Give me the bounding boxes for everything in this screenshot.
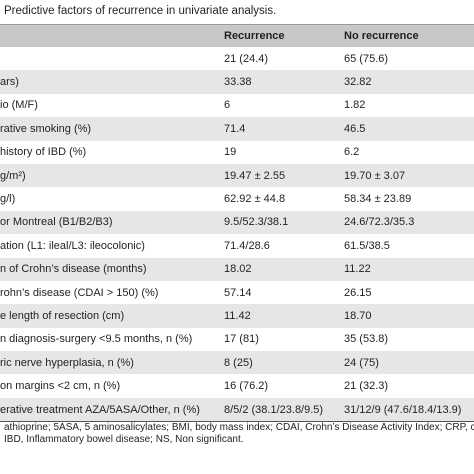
cell-no-recurrence: 26.15 bbox=[344, 286, 372, 299]
cell-no-recurrence: 24.6/72.3/35.3 bbox=[344, 216, 415, 229]
cell-recurrence: 33.38 bbox=[224, 76, 252, 89]
cell-factor: erative treatment AZA/5ASA/Other, n (%) bbox=[0, 403, 200, 416]
cell-no-recurrence: 65 (75.6) bbox=[344, 52, 389, 65]
cell-no-recurrence: 19.70 ± 3.07 bbox=[344, 169, 406, 182]
table-row: ric nerve hyperplasia, n (%) 8 (25) 24 (75… bbox=[0, 351, 474, 375]
results-table: Recurrence No recurrence 21 (24.4) 65 (75… bbox=[0, 24, 474, 446]
cell-recurrence: 8 (25) bbox=[224, 356, 253, 369]
cell-no-recurrence: 31/12/9 (47.6/18.4/13.9) bbox=[344, 403, 462, 416]
cell-factor: rohn’s disease (CDAI > 150) (%) bbox=[0, 286, 159, 299]
table-header-row: Recurrence No recurrence bbox=[0, 24, 474, 47]
cell-no-recurrence: 6.2 bbox=[344, 146, 360, 159]
cell-no-recurrence: 35 (53.8) bbox=[344, 333, 389, 346]
cell-recurrence: 57.14 bbox=[224, 286, 252, 299]
table-row: history of IBD (%) 19 6.2 bbox=[0, 140, 474, 164]
cell-no-recurrence: 46.5 bbox=[344, 122, 366, 135]
cell-recurrence: 18.02 bbox=[224, 263, 252, 276]
cell-no-recurrence: 11.22 bbox=[344, 263, 371, 276]
cell-factor: n diagnosis-surgery <9.5 months, n (%) bbox=[0, 333, 193, 346]
table-row: rohn’s disease (CDAI > 150) (%) 57.14 26.1… bbox=[0, 280, 474, 305]
cell-no-recurrence: 21 (32.3) bbox=[344, 380, 389, 393]
cell-factor: on margins <2 cm, n (%) bbox=[0, 380, 121, 393]
table-row: rative smoking (%) 71.4 46.5 bbox=[0, 117, 474, 141]
cell-recurrence: 9.5/52.3/38.1 bbox=[224, 216, 289, 229]
cell-recurrence: 21 (24.4) bbox=[224, 52, 269, 65]
cell-no-recurrence: 18.70 bbox=[344, 309, 372, 322]
cell-factor: ars) bbox=[0, 76, 19, 89]
table-row: g/l) 62.92 ± 44.8 58.34 ± 23.89 bbox=[0, 187, 474, 211]
table-row: erative treatment AZA/5ASA/Other, n (%) 8… bbox=[0, 397, 474, 422]
cell-no-recurrence: 24 (75) bbox=[344, 356, 379, 369]
cell-factor: ation (L1: ileal/L3: ileocolonic) bbox=[0, 239, 145, 252]
table-caption: Predictive factors of recurrence in univ… bbox=[0, 0, 474, 22]
cell-factor: g/m²) bbox=[0, 169, 26, 182]
table-row: or Montreal (B1/B2/B3) 9.5/52.3/38.1 24.6/… bbox=[0, 210, 474, 235]
table-row: n of Crohn’s disease (months) 18.02 11.22 bbox=[0, 257, 474, 281]
cell-factor: e length of resection (cm) bbox=[0, 309, 125, 322]
caption-text: Predictive factors of recurrence in univ… bbox=[4, 5, 277, 17]
cell-no-recurrence: 32.82 bbox=[344, 76, 372, 89]
cell-recurrence: 16 (76.2) bbox=[224, 380, 269, 393]
table-row: on margins <2 cm, n (%) 16 (76.2) 21 (32.3… bbox=[0, 374, 474, 398]
table-row: 21 (24.4) 65 (75.6) bbox=[0, 47, 474, 71]
cell-factor: ric nerve hyperplasia, n (%) bbox=[0, 356, 134, 369]
cell-recurrence: 8/5/2 (38.1/23.8/9.5) bbox=[224, 403, 324, 416]
table-row: e length of resection (cm) 11.42 18.70 bbox=[0, 304, 474, 328]
cell-recurrence: 19.47 ± 2.55 bbox=[224, 169, 286, 182]
header-recurrence: Recurrence bbox=[224, 30, 285, 42]
footnote-line-2: IBD, Inflammatory bowel disease; NS, Non… bbox=[4, 434, 244, 446]
cell-no-recurrence: 58.34 ± 23.89 bbox=[344, 193, 412, 206]
footnote-line-1: athioprine; 5ASA, 5 aminosalicylates; BM… bbox=[4, 422, 474, 434]
cell-factor: io (M/F) bbox=[0, 99, 38, 112]
cell-recurrence: 11.42 bbox=[224, 309, 251, 322]
table-bottom-rule bbox=[0, 421, 474, 423]
cell-recurrence: 71.4 bbox=[224, 122, 246, 135]
table-row: n diagnosis-surgery <9.5 months, n (%) 17… bbox=[0, 327, 474, 352]
cell-no-recurrence: 61.5/38.5 bbox=[344, 239, 390, 252]
table-row: ars) 33.38 32.82 bbox=[0, 70, 474, 94]
cell-recurrence: 17 (81) bbox=[224, 333, 259, 346]
cell-recurrence: 71.4/28.6 bbox=[224, 239, 270, 252]
cell-factor: g/l) bbox=[0, 193, 16, 206]
table-row: ation (L1: ileal/L3: ileocolonic) 71.4/28… bbox=[0, 234, 474, 258]
cell-factor: n of Crohn’s disease (months) bbox=[0, 263, 147, 276]
table-row: io (M/F) 6 1.82 bbox=[0, 93, 474, 118]
header-no-recurrence: No recurrence bbox=[344, 30, 419, 42]
cell-recurrence: 62.92 ± 44.8 bbox=[224, 193, 286, 206]
cell-factor: history of IBD (%) bbox=[0, 146, 87, 159]
table-body: 21 (24.4) 65 (75.6) ars) 33.38 32.82 io (M/F)… bbox=[0, 47, 474, 422]
cell-no-recurrence: 1.82 bbox=[344, 99, 366, 112]
cell-factor: or Montreal (B1/B2/B3) bbox=[0, 216, 113, 229]
table-row: g/m²) 19.47 ± 2.55 19.70 ± 3.07 bbox=[0, 163, 474, 188]
cell-factor: rative smoking (%) bbox=[0, 122, 92, 135]
cell-recurrence: 6 bbox=[224, 99, 231, 112]
cell-recurrence: 19 bbox=[224, 146, 237, 159]
